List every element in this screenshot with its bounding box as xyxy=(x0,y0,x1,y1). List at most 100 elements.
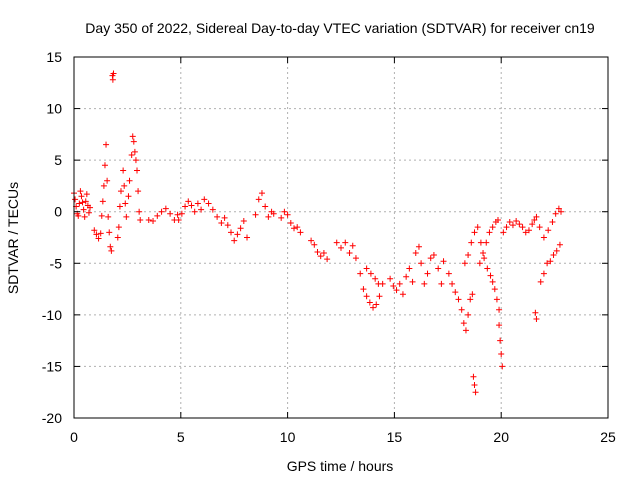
data-point xyxy=(342,239,349,246)
data-point xyxy=(72,196,79,203)
data-point xyxy=(393,287,400,294)
data-point xyxy=(352,255,359,262)
y-tick-label: 0 xyxy=(54,204,62,220)
data-point xyxy=(424,270,431,277)
data-point xyxy=(287,220,294,227)
chart-title: Day 350 of 2022, Sidereal Day-to-day VTE… xyxy=(85,20,595,36)
data-point xyxy=(317,253,324,260)
data-point xyxy=(467,296,474,303)
data-point xyxy=(158,208,165,215)
plot-frame xyxy=(73,56,609,419)
data-point xyxy=(194,200,201,207)
data-point xyxy=(496,306,503,313)
grid xyxy=(74,57,608,418)
data-point xyxy=(529,221,536,228)
data-point xyxy=(125,193,132,200)
data-point xyxy=(430,252,437,259)
data-point xyxy=(116,203,123,210)
data-point xyxy=(198,206,205,213)
data-point xyxy=(503,224,510,231)
data-point xyxy=(499,363,506,370)
data-point xyxy=(491,286,498,293)
data-point xyxy=(547,258,554,265)
data-point xyxy=(224,222,231,229)
data-point xyxy=(95,235,102,242)
data-point xyxy=(281,208,288,215)
data-point xyxy=(540,270,547,277)
data-point xyxy=(544,260,551,267)
data-point xyxy=(531,216,538,223)
data-point xyxy=(174,211,181,218)
data-point xyxy=(99,198,106,205)
data-point xyxy=(320,249,327,256)
data-point xyxy=(150,217,157,224)
data-point xyxy=(553,247,560,254)
data-point xyxy=(462,327,469,334)
data-point xyxy=(106,229,113,236)
data-point xyxy=(471,229,478,236)
data-point xyxy=(338,244,344,251)
data-point xyxy=(472,389,479,396)
data-point xyxy=(78,193,85,200)
data-point xyxy=(399,291,406,298)
data-point xyxy=(237,225,244,232)
data-point xyxy=(93,231,100,238)
data-point xyxy=(109,76,116,83)
data-point xyxy=(373,301,380,308)
data-point xyxy=(103,141,110,148)
data-point xyxy=(278,214,285,221)
data-point xyxy=(185,198,192,205)
data-point xyxy=(409,278,416,285)
data-point xyxy=(489,224,496,231)
data-point xyxy=(349,242,356,249)
data-point xyxy=(438,280,445,287)
data-point xyxy=(468,239,475,246)
data-point xyxy=(114,234,121,241)
data-point xyxy=(221,214,228,221)
x-tick-label: 5 xyxy=(177,429,185,445)
data-point xyxy=(91,227,98,234)
y-tick-label: 10 xyxy=(46,101,62,117)
data-point xyxy=(470,373,477,380)
data-point xyxy=(294,224,301,231)
data-point xyxy=(178,210,185,217)
x-tick-label: 25 xyxy=(600,429,616,445)
data-point xyxy=(483,239,490,246)
x-tick-label: 10 xyxy=(280,429,296,445)
data-point xyxy=(126,177,133,184)
data-point xyxy=(440,258,447,265)
data-point xyxy=(121,182,128,189)
y-tick-label: -5 xyxy=(50,255,63,271)
data-point xyxy=(231,237,238,244)
data-point xyxy=(552,210,559,217)
data-point xyxy=(506,219,513,226)
data-point xyxy=(418,260,425,267)
data-point xyxy=(476,260,483,267)
data-point xyxy=(484,265,491,272)
data-point xyxy=(489,278,496,285)
y-tick-label: -15 xyxy=(42,358,62,374)
data-point xyxy=(135,188,142,195)
data-point xyxy=(461,260,468,267)
data-point xyxy=(500,229,507,236)
data-point xyxy=(486,229,493,236)
data-point xyxy=(214,213,221,220)
data-point xyxy=(77,188,84,195)
data-point xyxy=(333,239,340,246)
x-tick-label: 15 xyxy=(387,429,403,445)
data-point xyxy=(421,280,428,287)
data-point xyxy=(533,315,540,322)
data-point xyxy=(487,272,494,279)
data-point xyxy=(209,206,216,213)
data-point xyxy=(85,209,92,216)
data-point xyxy=(97,230,104,237)
data-point xyxy=(532,309,539,316)
data-point xyxy=(162,205,169,212)
data-point xyxy=(82,198,89,205)
data-point xyxy=(324,256,331,263)
data-point xyxy=(363,293,370,300)
data-point xyxy=(525,227,532,234)
data-point xyxy=(128,151,135,158)
data-point xyxy=(469,291,476,298)
data-point xyxy=(137,216,144,223)
